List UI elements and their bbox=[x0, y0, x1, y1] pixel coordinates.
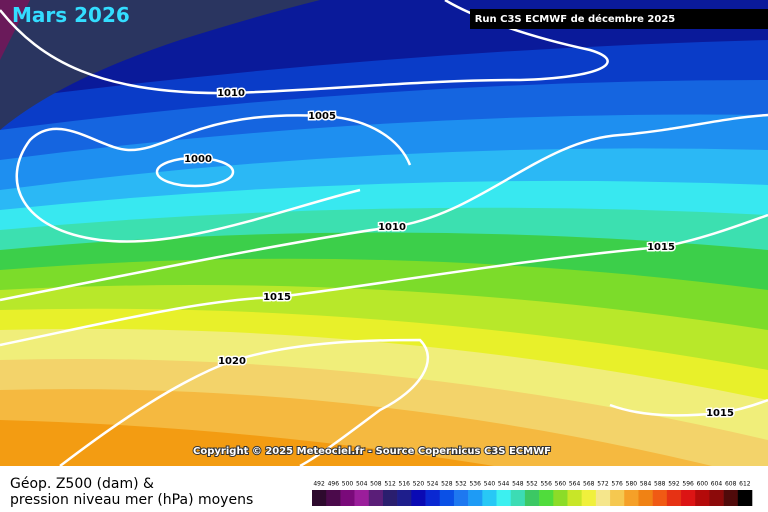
scale-label: 508 bbox=[370, 481, 382, 488]
scale-box bbox=[397, 490, 412, 506]
color-scale: 492 496 500 504 508 512 516 520 524 528 532 536 540 5… bbox=[312, 481, 753, 506]
isobar-label: 1020 bbox=[218, 356, 246, 367]
scale-box bbox=[425, 490, 441, 506]
scale-box bbox=[723, 490, 739, 506]
scale-label: 588 bbox=[654, 481, 666, 488]
copyright: Copyright © 2025 Meteociel.fr - Source C… bbox=[193, 446, 551, 457]
isobars bbox=[0, 0, 768, 417]
scale-label: 532 bbox=[455, 481, 467, 488]
scale-box bbox=[666, 490, 682, 506]
scale-label: 580 bbox=[626, 481, 638, 488]
scale-box bbox=[439, 490, 455, 506]
run-label: Run C3S ECMWF de décembre 2025 bbox=[475, 13, 676, 25]
scale-box bbox=[468, 490, 483, 506]
scale-box bbox=[326, 490, 341, 506]
scale-label: 516 bbox=[399, 481, 411, 488]
scale-label: 524 bbox=[427, 481, 439, 488]
scale-box bbox=[312, 490, 327, 506]
scale-box bbox=[638, 490, 653, 506]
scale-label: 540 bbox=[484, 481, 496, 488]
isobar-label: 1015 bbox=[263, 292, 291, 303]
scale-box bbox=[681, 490, 696, 506]
scale-label: 548 bbox=[512, 481, 524, 488]
scale-box bbox=[382, 490, 398, 506]
scale-label: 564 bbox=[569, 481, 581, 488]
scale-label: 560 bbox=[555, 481, 567, 488]
map-title: Mars 2026 bbox=[12, 3, 130, 27]
scale-label: 500 bbox=[342, 481, 354, 488]
run-box bbox=[470, 9, 768, 29]
isobar-labels: 1010 1005 1000 1010 1015 1015 1020 1015 bbox=[183, 87, 736, 421]
scale-label: 612 bbox=[739, 481, 751, 488]
scale-label: 556 bbox=[540, 481, 552, 488]
scale-box bbox=[354, 490, 370, 506]
scale-box bbox=[695, 490, 710, 506]
isobar-label: 1010 bbox=[217, 88, 245, 99]
scale-box bbox=[709, 490, 724, 506]
scale-box bbox=[595, 490, 611, 506]
scale-box bbox=[652, 490, 668, 506]
scale-label: 528 bbox=[441, 481, 453, 488]
scale-box bbox=[411, 490, 426, 506]
scale-box bbox=[567, 490, 582, 506]
scale-box bbox=[496, 490, 512, 506]
legend-title: Géop. Z500 (dam) & bbox=[10, 476, 154, 492]
scale-label: 568 bbox=[583, 481, 595, 488]
scale-box bbox=[539, 490, 554, 506]
scale-box bbox=[610, 490, 625, 506]
scale-box bbox=[624, 490, 639, 506]
scale-label: 604 bbox=[711, 481, 723, 488]
scale-label: 496 bbox=[328, 481, 340, 488]
isobar-label: 1000 bbox=[184, 154, 212, 165]
scale-box bbox=[453, 490, 469, 506]
scale-label: 584 bbox=[640, 481, 652, 488]
scale-box bbox=[737, 490, 753, 506]
scale-label: 544 bbox=[498, 481, 510, 488]
scale-label: 596 bbox=[682, 481, 694, 488]
scale-label: 504 bbox=[356, 481, 368, 488]
scale-box bbox=[581, 490, 597, 506]
scale-label: 608 bbox=[725, 481, 737, 488]
scale-label: 572 bbox=[597, 481, 609, 488]
scale-label: 576 bbox=[611, 481, 623, 488]
scale-box bbox=[482, 490, 497, 506]
scale-box bbox=[510, 490, 526, 506]
scale-label: 492 bbox=[313, 481, 325, 488]
legend-title: pression niveau mer (hPa) moyens bbox=[10, 492, 253, 508]
scale-label: 512 bbox=[384, 481, 396, 488]
isobar-label: 1015 bbox=[647, 242, 675, 253]
scale-box bbox=[340, 490, 355, 506]
isobar-label: 1015 bbox=[706, 408, 734, 419]
scale-label: 520 bbox=[413, 481, 425, 488]
scale-label: 536 bbox=[469, 481, 481, 488]
scale-label: 600 bbox=[697, 481, 709, 488]
scale-box bbox=[524, 490, 540, 506]
isobar-label: 1005 bbox=[308, 111, 336, 122]
scale-box bbox=[368, 490, 384, 506]
isobar-label: 1010 bbox=[378, 222, 406, 233]
scale-label: 592 bbox=[668, 481, 680, 488]
scale-label: 552 bbox=[526, 481, 538, 488]
scale-box bbox=[553, 490, 568, 506]
